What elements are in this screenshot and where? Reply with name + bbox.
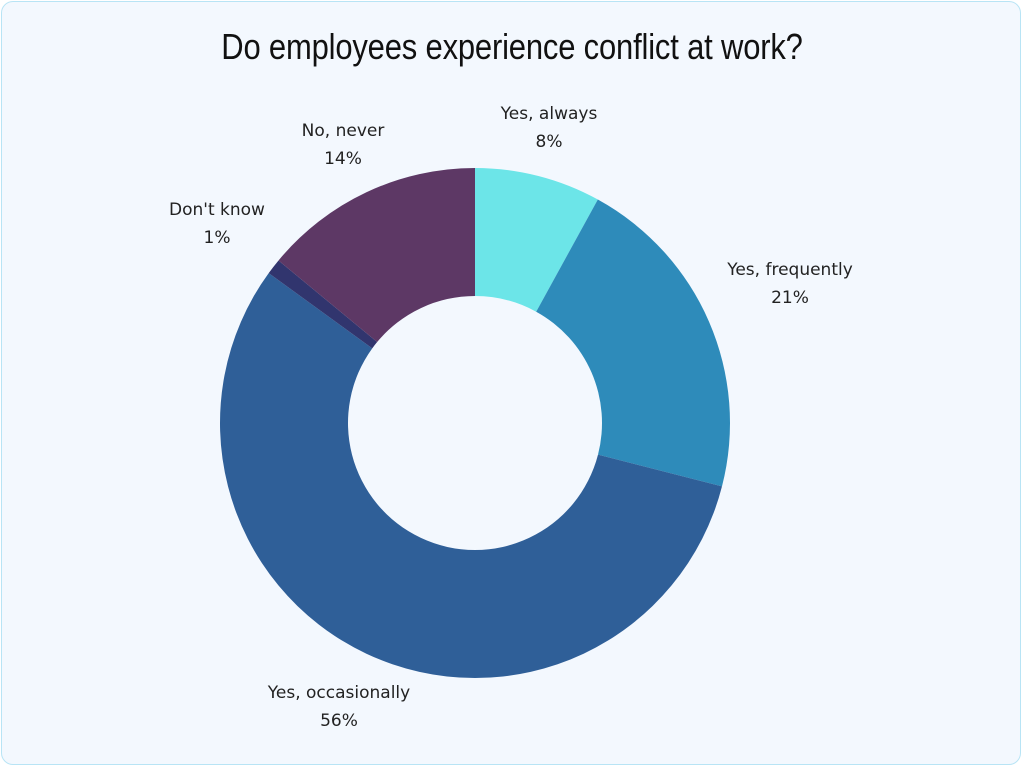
donut-slice-no-never	[278, 168, 475, 343]
label-name: Yes, occasionally	[267, 683, 411, 703]
label-value: 14%	[324, 149, 362, 169]
label-yes-frequently: Yes, frequently 21%	[690, 256, 890, 312]
label-value: 8%	[535, 132, 563, 152]
donut-slice-yes-always	[475, 168, 598, 312]
label-yes-always: Yes, always 8%	[449, 100, 649, 156]
label-name: Don't know	[169, 200, 265, 220]
label-value: 21%	[771, 288, 809, 308]
label-value: 1%	[203, 228, 231, 248]
label-no-never: No, never 14%	[243, 117, 443, 173]
donut-slice-don-t-know	[268, 260, 378, 349]
label-value: 56%	[320, 711, 358, 731]
donut-slice-yes-frequently	[536, 199, 730, 487]
chart-title: Do employees experience conflict at work…	[221, 26, 803, 67]
label-dont-know: Don't know 1%	[117, 196, 317, 252]
label-name: Yes, frequently	[727, 260, 853, 280]
label-name: No, never	[301, 121, 385, 141]
donut-slice-yes-occasionally	[220, 273, 722, 678]
label-yes-occasionally: Yes, occasionally 56%	[239, 679, 439, 735]
label-name: Yes, always	[500, 104, 598, 124]
